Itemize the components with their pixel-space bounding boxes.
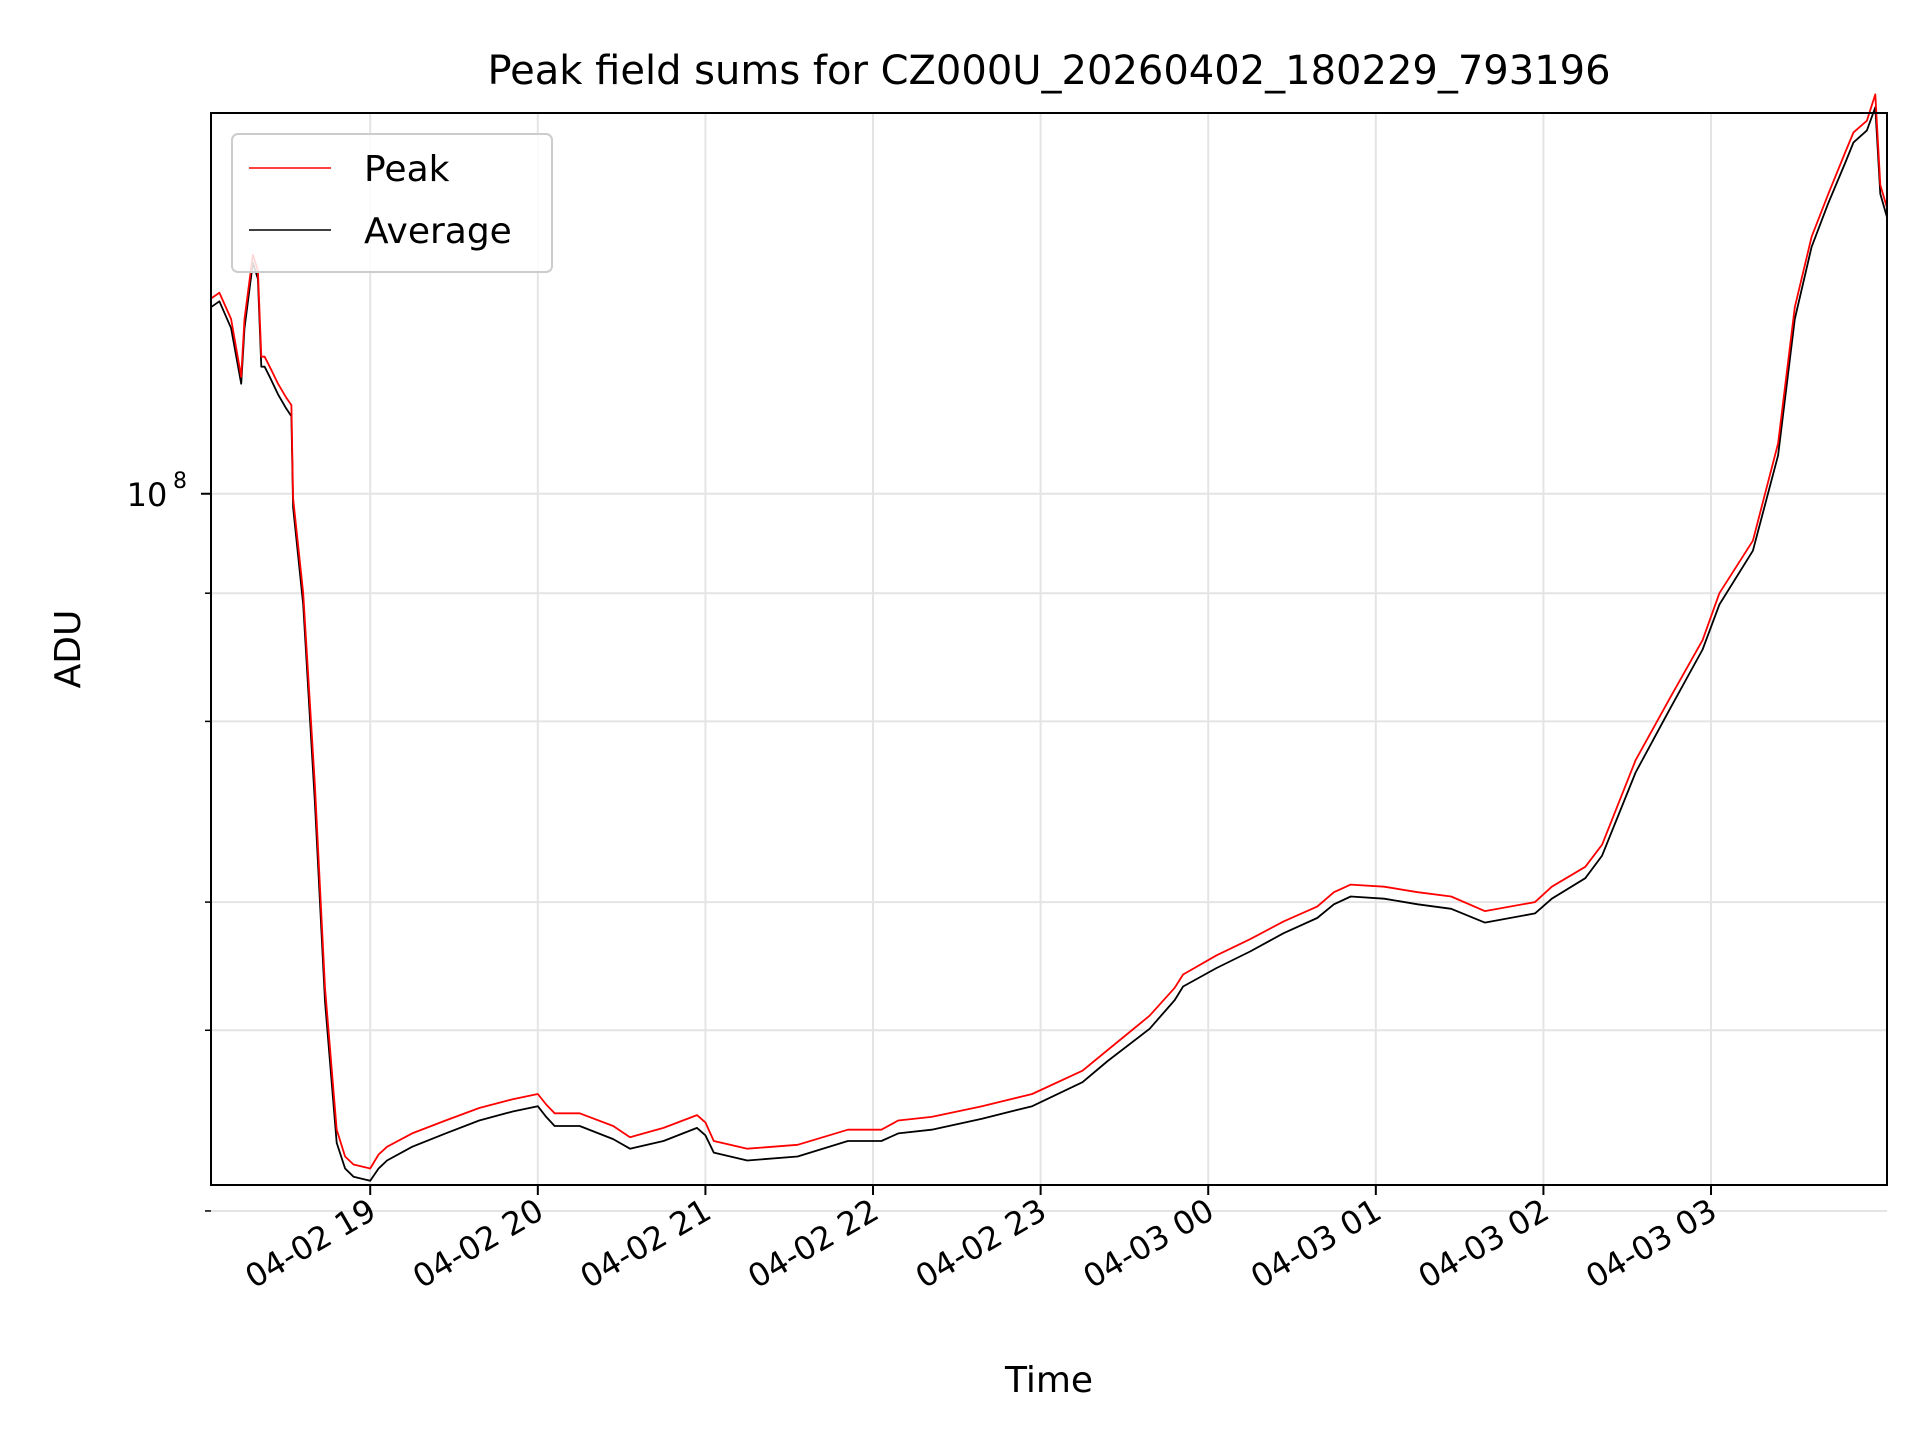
series-group xyxy=(210,93,1888,1182)
plot-frame xyxy=(210,112,1888,1186)
y-tick-label-exp-0: 8 xyxy=(173,469,187,494)
x-axis-label: Time xyxy=(1004,1360,1093,1401)
chart-title: Peak field sums for CZ000U_20260402_1802… xyxy=(487,48,1610,94)
y-axis-label: ADU xyxy=(48,610,89,689)
series-line-average xyxy=(210,106,1888,1182)
y-tick-label-0: 10 xyxy=(127,476,168,514)
legend-label-peak: Peak xyxy=(364,149,450,190)
series-line-peak xyxy=(210,93,1888,1170)
grid xyxy=(211,113,1887,1212)
legend-label-average: Average xyxy=(364,211,512,252)
legend: Peak Average xyxy=(231,133,553,273)
